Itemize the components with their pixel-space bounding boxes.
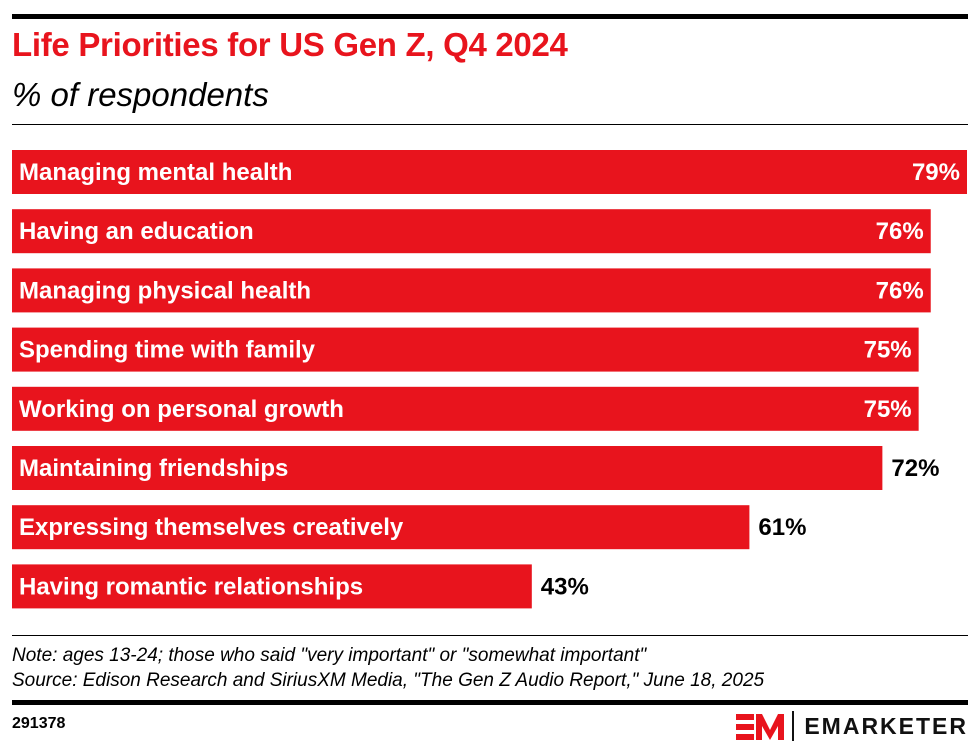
chart-source: Source: Edison Research and SiriusXM Med… bbox=[12, 670, 765, 691]
bottom-rule bbox=[12, 700, 968, 705]
bar bbox=[12, 446, 883, 490]
category-label: Maintaining friendships bbox=[19, 455, 288, 482]
category-label: Having romantic relationships bbox=[19, 573, 363, 600]
bar bbox=[12, 209, 931, 254]
header-divider bbox=[12, 124, 968, 125]
bar bbox=[12, 327, 919, 372]
value-label: 79% bbox=[912, 159, 960, 186]
bar bbox=[12, 150, 967, 194]
value-label: 76% bbox=[876, 218, 924, 245]
chart-note: Note: ages 13-24; those who said "very i… bbox=[12, 645, 647, 666]
value-label: 75% bbox=[864, 396, 912, 423]
category-label: Managing mental health bbox=[19, 159, 292, 186]
category-label: Working on personal growth bbox=[19, 396, 344, 423]
value-label: 75% bbox=[864, 337, 912, 364]
value-label: 61% bbox=[758, 514, 806, 541]
bar bbox=[12, 505, 750, 550]
brand-name: EMARKETER bbox=[804, 712, 968, 739]
logo-divider bbox=[792, 711, 795, 741]
bar-chart: Managing mental health 79% Having an educa… bbox=[12, 150, 967, 609]
value-label: 72% bbox=[891, 455, 939, 482]
chart-title: Life Priorities for US Gen Z, Q4 2024 bbox=[12, 26, 568, 63]
em-logo-mark bbox=[736, 714, 785, 740]
chart-id: 291378 bbox=[12, 715, 66, 732]
bar bbox=[12, 268, 931, 313]
bar bbox=[12, 386, 919, 431]
chart-subtitle: % of respondents bbox=[12, 76, 269, 113]
value-label: 76% bbox=[876, 277, 924, 304]
category-label: Having an education bbox=[19, 218, 254, 245]
value-label: 43% bbox=[541, 573, 589, 600]
top-rule bbox=[12, 14, 968, 19]
bar bbox=[12, 564, 532, 609]
category-label: Expressing themselves creatively bbox=[19, 514, 404, 541]
emarketer-logo: EMARKETER bbox=[736, 710, 968, 742]
category-label: Spending time with family bbox=[19, 337, 316, 364]
footer-divider bbox=[12, 635, 968, 636]
category-label: Managing physical health bbox=[19, 277, 311, 304]
